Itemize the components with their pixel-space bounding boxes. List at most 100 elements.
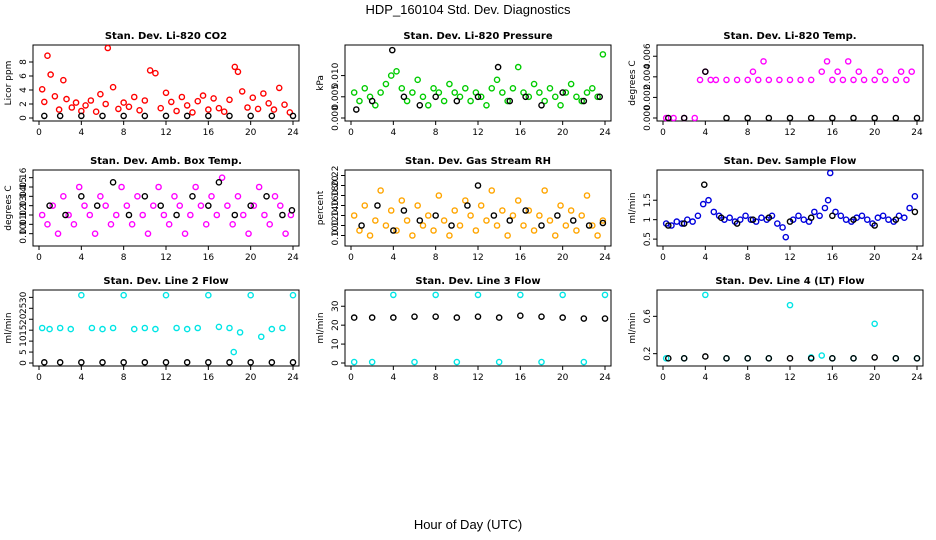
data-point bbox=[702, 291, 709, 299]
data-point bbox=[760, 58, 767, 65]
x-tick-label: 12 bbox=[784, 128, 795, 138]
data-point bbox=[350, 314, 358, 321]
data-point bbox=[541, 97, 548, 105]
data-point bbox=[197, 202, 205, 209]
data-point bbox=[456, 93, 464, 101]
y-tick-label: 0.14 bbox=[331, 205, 341, 225]
data-point bbox=[723, 114, 730, 122]
data-point bbox=[167, 98, 175, 106]
y-tick-label: 0.22 bbox=[331, 165, 341, 185]
data-point bbox=[432, 313, 439, 320]
data-point bbox=[247, 359, 254, 366]
data-point bbox=[205, 112, 212, 120]
data-point bbox=[372, 101, 379, 109]
data-point bbox=[684, 216, 691, 223]
data-point bbox=[567, 80, 575, 88]
data-point bbox=[44, 52, 51, 60]
data-point bbox=[139, 211, 147, 219]
data-point bbox=[829, 212, 836, 220]
data-point bbox=[670, 114, 677, 122]
x-tick-label: 8 bbox=[433, 253, 439, 263]
x-tick-label: 8 bbox=[121, 128, 127, 138]
data-point bbox=[350, 358, 358, 366]
data-point bbox=[245, 230, 252, 237]
data-point bbox=[440, 217, 448, 224]
data-point bbox=[141, 97, 149, 104]
x-tick-label: 8 bbox=[121, 373, 127, 383]
y-tick-label: 6 bbox=[19, 73, 29, 79]
data-point bbox=[350, 89, 358, 96]
data-point bbox=[689, 218, 696, 225]
y-tick-label: 20 bbox=[19, 313, 29, 325]
y-tick-label: 5 bbox=[19, 349, 29, 355]
data-point bbox=[176, 202, 184, 209]
data-point bbox=[599, 217, 607, 224]
data-point bbox=[850, 114, 857, 122]
data-point bbox=[881, 76, 889, 84]
data-point bbox=[226, 359, 233, 366]
data-point bbox=[818, 352, 826, 359]
data-point bbox=[279, 324, 286, 332]
data-point bbox=[494, 63, 502, 71]
data-point bbox=[205, 359, 212, 366]
x-tick-label: 12 bbox=[160, 373, 171, 383]
data-point bbox=[38, 86, 46, 93]
data-point bbox=[538, 101, 545, 109]
y-tick-label: 0.16 bbox=[19, 167, 29, 187]
data-point bbox=[210, 95, 217, 102]
x-tick-label: 16 bbox=[203, 128, 215, 138]
data-point bbox=[525, 207, 533, 214]
data-point bbox=[162, 89, 170, 97]
x-tick-label: 12 bbox=[784, 373, 795, 383]
x-tick-label: 4 bbox=[78, 128, 84, 138]
panel-title: Stan. Dev. Line 3 Flow bbox=[415, 276, 540, 287]
panel-title: Stan. Dev. Line 2 Flow bbox=[103, 276, 228, 287]
data-point bbox=[194, 324, 202, 332]
x-tick-label: 20 bbox=[557, 373, 569, 383]
y-tick-label: 0.6 bbox=[643, 309, 653, 324]
data-point bbox=[271, 193, 279, 200]
y-tick-label: 0 bbox=[19, 115, 29, 121]
data-point bbox=[239, 211, 247, 219]
data-point bbox=[807, 214, 815, 222]
data-point bbox=[691, 114, 699, 122]
data-point bbox=[538, 222, 545, 229]
x-tick-label: 24 bbox=[599, 128, 611, 138]
x-tick-label: 12 bbox=[160, 253, 171, 263]
data-point bbox=[65, 211, 72, 219]
data-point bbox=[678, 220, 686, 227]
data-point bbox=[152, 325, 159, 333]
data-point bbox=[559, 314, 566, 321]
x-tick-label: 16 bbox=[827, 373, 839, 383]
data-point bbox=[483, 101, 490, 109]
data-point bbox=[541, 187, 548, 194]
x-tick-label: 0 bbox=[660, 253, 666, 263]
data-point bbox=[87, 97, 95, 104]
data-point bbox=[758, 214, 765, 222]
data-point bbox=[530, 227, 538, 234]
data-point bbox=[906, 204, 913, 212]
data-point bbox=[40, 112, 48, 120]
data-point bbox=[99, 359, 106, 366]
data-point bbox=[874, 214, 882, 222]
x-tick-label: 20 bbox=[557, 253, 569, 263]
data-point bbox=[393, 68, 400, 75]
data-point bbox=[451, 207, 459, 214]
data-point bbox=[786, 76, 794, 84]
data-point bbox=[263, 193, 270, 200]
data-point bbox=[733, 220, 741, 227]
data-point bbox=[254, 105, 262, 113]
x-tick-label: 4 bbox=[702, 128, 708, 138]
data-point bbox=[40, 98, 48, 106]
x-tick-label: 20 bbox=[869, 128, 881, 138]
data-point bbox=[754, 76, 762, 84]
data-point bbox=[829, 355, 836, 362]
data-point bbox=[234, 193, 242, 200]
data-point bbox=[260, 90, 267, 97]
data-point bbox=[483, 217, 490, 224]
data-point bbox=[829, 76, 836, 84]
x-tick-label: 16 bbox=[827, 253, 839, 263]
panel-4: Stan. Dev. Gas Stream RH0 4 8 12 16 20 240.100… bbox=[316, 156, 612, 263]
data-point bbox=[390, 291, 397, 299]
data-point bbox=[68, 104, 76, 111]
